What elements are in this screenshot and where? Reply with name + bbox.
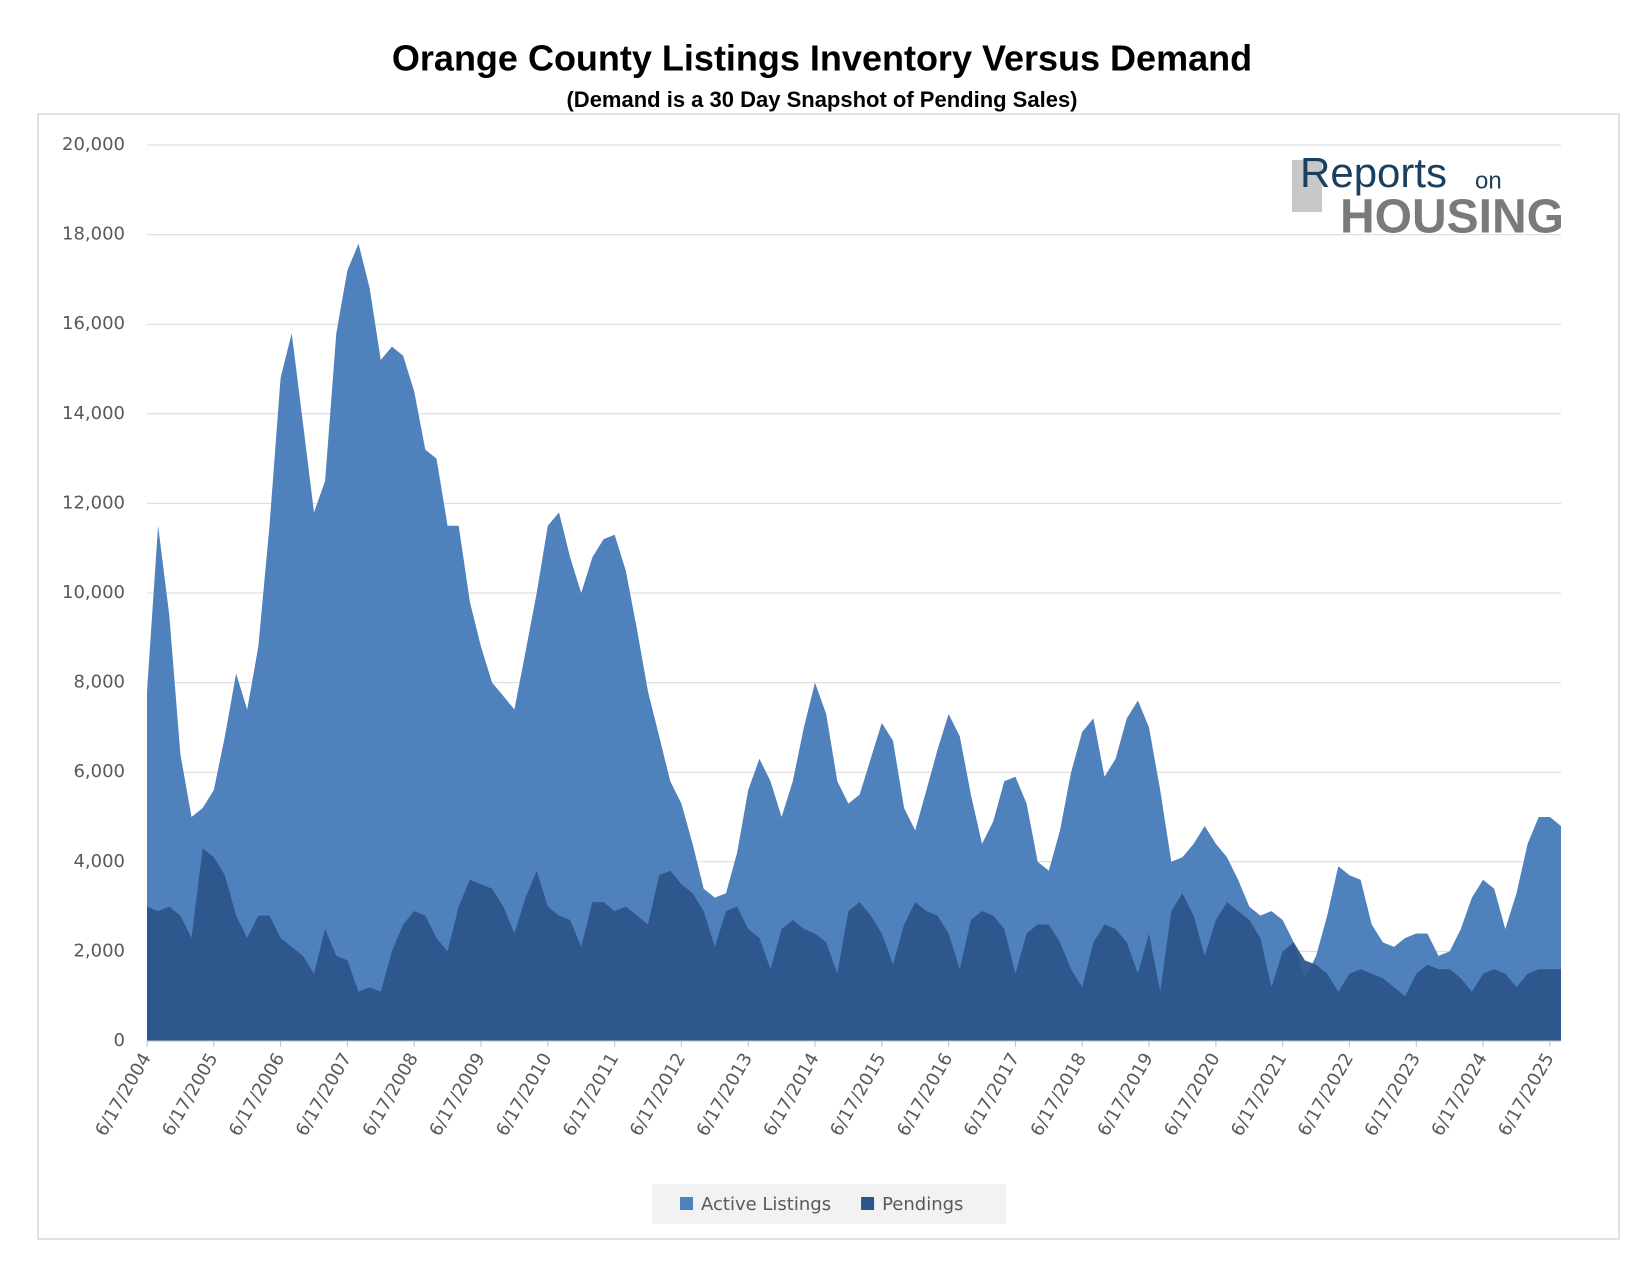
y-tick-label: 4,000 [73,851,125,872]
legend-box [652,1184,1006,1224]
legend-swatch [680,1197,693,1210]
y-tick-label: 16,000 [62,313,125,334]
y-tick-label: 14,000 [62,403,125,424]
chart-title: Orange County Listings Inventory Versus … [392,38,1252,79]
legend-label: Active Listings [701,1194,831,1215]
logo: Reports on HOUSING [1292,149,1564,244]
y-tick-label: 10,000 [62,582,125,603]
logo-reports: Reports [1300,149,1447,196]
y-tick-label: 12,000 [62,492,125,513]
y-tick-label: 6,000 [73,761,125,782]
y-tick-label: 0 [114,1030,125,1051]
chart-subtitle: (Demand is a 30 Day Snapshot of Pending … [566,87,1077,112]
y-tick-label: 8,000 [73,672,125,693]
y-tick-label: 20,000 [62,134,125,155]
legend-label: Pendings [882,1194,963,1215]
legend-swatch [861,1197,875,1210]
y-tick-label: 2,000 [73,940,125,961]
area [147,848,1561,1041]
logo-on: on [1475,167,1502,194]
area [147,243,1561,1042]
logo-mark [1292,160,1322,212]
logo-housing: HOUSING [1340,191,1564,244]
y-tick-label: 18,000 [62,224,125,245]
